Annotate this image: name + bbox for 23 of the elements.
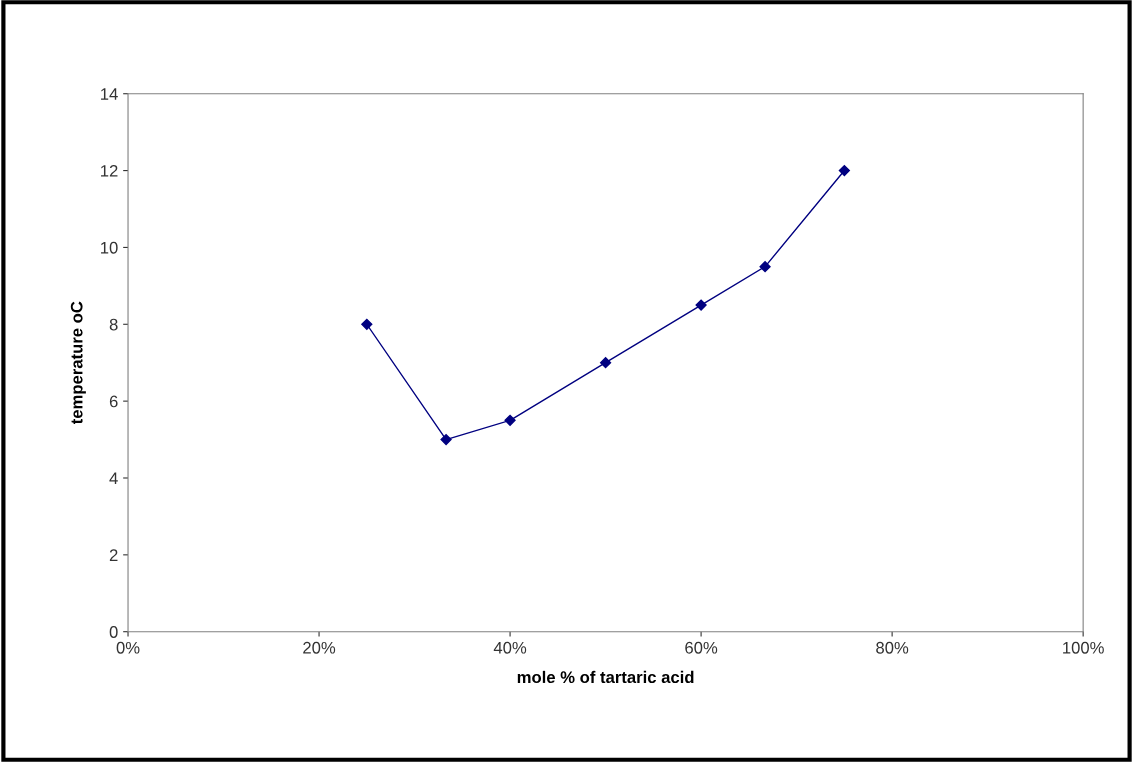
y-tick-label: 4	[109, 472, 118, 485]
y-tick-label: 14	[101, 88, 118, 100]
point	[838, 164, 850, 177]
y-tick-label: 12	[101, 164, 118, 177]
x-tick-label: 60%	[685, 641, 718, 654]
y-axis-title: temperature oC	[70, 301, 86, 425]
point	[361, 318, 373, 330]
y-tick-label: 0	[109, 626, 118, 638]
y-tick-label: 8	[109, 318, 118, 331]
point	[504, 414, 516, 426]
x-tick-label: 40%	[493, 641, 527, 654]
x-tick-label: 20%	[303, 641, 336, 654]
point	[599, 357, 612, 369]
point	[440, 433, 452, 446]
y-tick-label: 6	[109, 395, 118, 408]
x-tick-label: 0%	[116, 641, 140, 654]
x-tick-label: 100%	[1063, 641, 1104, 654]
y-tick-label: 2	[109, 549, 118, 561]
x-axis-title: mole % of tartaric acid	[517, 670, 694, 684]
point	[759, 261, 771, 273]
x-tick-label: 80%	[876, 641, 909, 654]
y-tick-label: 10	[101, 241, 118, 254]
point	[695, 299, 707, 311]
